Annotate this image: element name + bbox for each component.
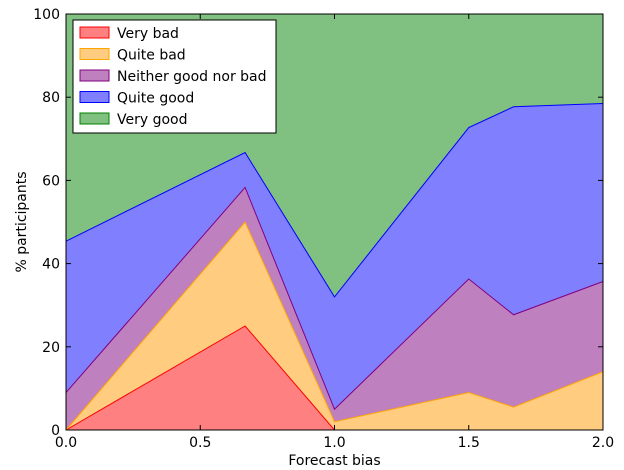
area-very-bad <box>66 326 603 430</box>
x-tick-label: 0.0 <box>55 435 77 451</box>
legend-label-very-good: Very good <box>117 112 188 128</box>
y-tick-label: 40 <box>42 257 60 273</box>
edge-neither-good-nor-bad <box>65 186 604 411</box>
area-quite-bad <box>66 222 603 430</box>
legend-swatch-very-bad <box>79 26 110 39</box>
legend: Very bad Quite bad Neither good nor bad Qui… <box>72 19 277 134</box>
edge-quite-bad <box>65 221 604 431</box>
legend-swatch-very-good <box>79 112 110 125</box>
legend-label-very-bad: Very bad <box>117 26 179 42</box>
area-quite-good <box>66 103 603 410</box>
legend-label-quite-bad: Quite bad <box>117 48 186 64</box>
legend-label-quite-good: Quite good <box>117 91 194 107</box>
area-neither-good-nor-bad <box>66 187 603 430</box>
y-tick-label: 20 <box>42 340 60 356</box>
legend-swatch-quite-bad <box>79 48 110 60</box>
edge-quite-good <box>65 102 604 298</box>
legend-swatch-neither-good-nor-bad <box>79 69 110 82</box>
y-tick-label: 0 <box>51 423 60 439</box>
y-tick-label: 100 <box>33 7 60 23</box>
legend-label-neither-good-nor-bad: Neither good nor bad <box>117 69 267 85</box>
y-tick-label: 80 <box>42 90 60 106</box>
x-tick-label: 1.0 <box>323 435 345 451</box>
legend-swatch-quite-good <box>79 91 110 103</box>
axis-ticks: 0.0 0.5 1.0 1.5 2.0 0 20 40 60 80 100 <box>33 7 614 451</box>
x-axis-title: Forecast bias <box>288 453 380 469</box>
y-axis-title: % participants <box>14 171 30 272</box>
x-tick-label: 2.0 <box>592 435 614 451</box>
x-tick-label: 1.5 <box>458 435 480 451</box>
x-tick-label: 0.5 <box>189 435 211 451</box>
area-layers <box>66 14 603 430</box>
y-tick-label: 60 <box>42 173 60 189</box>
